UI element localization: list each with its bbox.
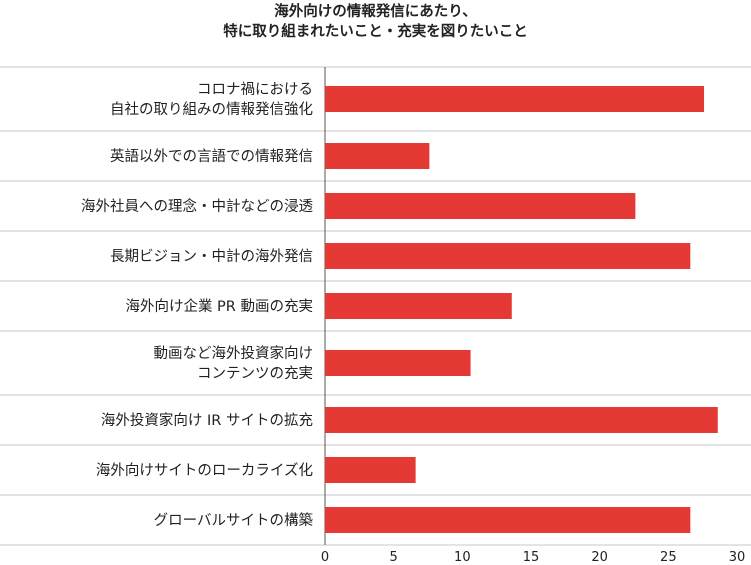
bar-3: [325, 243, 691, 269]
x-tick-label-25: 25: [660, 550, 677, 565]
bar-4: [325, 293, 512, 319]
bar-6: [325, 407, 718, 433]
x-tick-label-10: 10: [454, 550, 471, 565]
bar-2: [325, 193, 636, 219]
category-label-0-line-0: コロナ禍における: [197, 81, 313, 98]
x-tick-label-15: 15: [523, 550, 540, 565]
bar-1: [325, 143, 430, 169]
chart-title: 海外向けの情報発信にあたり、 特に取り組まれたいこと・充実を図りたいこと: [0, 2, 751, 42]
category-label-5-line-0: 動画など海外投資家向け: [154, 345, 314, 362]
category-label-8-line-0: グローバルサイトの構築: [154, 511, 314, 529]
x-tick-label-30: 30: [729, 550, 746, 565]
bar-5: [325, 350, 471, 376]
x-tick-label-5: 5: [390, 550, 398, 565]
category-label-3-line-0: 長期ビジョン・中計の海外発信: [110, 248, 313, 265]
category-label-0: コロナ禍における自社の取り組みの情報発信強化: [110, 81, 313, 118]
bar-7: [325, 457, 416, 483]
category-label-5: 動画など海外投資家向けコンテンツの充実: [154, 345, 314, 382]
category-label-7: 海外向けサイトのローカライズ化: [96, 462, 313, 479]
category-label-2-line-0: 海外社員への理念・中計などの浸透: [81, 197, 313, 215]
category-label-0-line-1: 自社の取り組みの情報発信強化: [110, 101, 313, 118]
chart-title-line-2: 特に取り組まれたいこと・充実を図りたいこと: [223, 24, 528, 40]
category-label-1: 英語以外での言語での情報発信: [110, 147, 313, 165]
category-label-2: 海外社員への理念・中計などの浸透: [81, 197, 313, 215]
category-label-7-line-0: 海外向けサイトのローカライズ化: [96, 462, 313, 479]
category-label-4: 海外向け企業 PR 動画の充実: [125, 297, 313, 315]
category-label-6: 海外投資家向け IR サイトの拡充: [101, 412, 313, 429]
category-label-3: 長期ビジョン・中計の海外発信: [110, 248, 313, 265]
category-label-8: グローバルサイトの構築: [154, 511, 314, 529]
category-label-1-line-0: 英語以外での言語での情報発信: [110, 147, 313, 165]
bar-8: [325, 507, 691, 533]
x-tick-label-20: 20: [591, 550, 608, 565]
category-label-5-line-1: コンテンツの充実: [197, 365, 313, 382]
x-tick-label-0: 0: [321, 550, 329, 565]
category-label-4-line-0: 海外向け企業 PR 動画の充実: [125, 297, 313, 315]
bar-0: [325, 86, 705, 112]
category-label-6-line-0: 海外投資家向け IR サイトの拡充: [101, 412, 313, 429]
chart-title-line-1: 海外向けの情報発信にあたり、: [274, 4, 477, 20]
